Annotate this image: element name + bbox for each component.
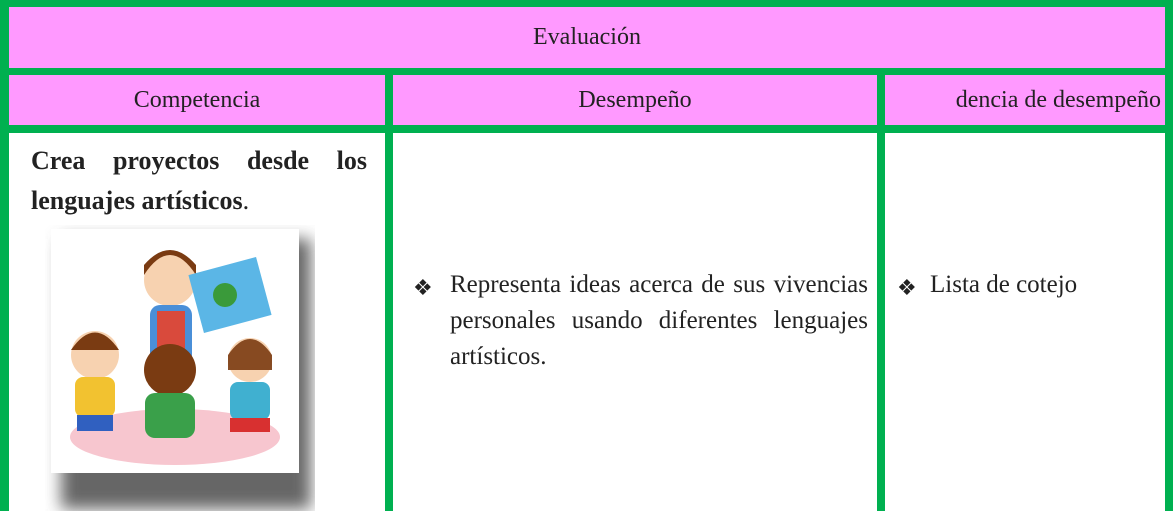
header-cell: dencia de desempeño [885, 75, 1165, 125]
bullet: ❖ [413, 275, 433, 300]
punctuation: . [242, 186, 250, 215]
header-cell: Desempeño [393, 75, 877, 125]
desempeno-cell: ❖ Representa ideas acerca de sus vivenci… [393, 133, 877, 511]
header: Competencia [133, 86, 261, 113]
evidencia-text: Lista de cotejo [930, 271, 1078, 298]
competencia: Crea proyectos desde los lenguajes artís… [31, 146, 367, 215]
title-cell: Evaluación [9, 7, 1165, 68]
header: Desempeño [578, 86, 692, 113]
title: Evaluación [533, 24, 641, 50]
bullet: ❖ [897, 275, 917, 300]
illustration [51, 229, 311, 509]
competencia-cell: Crea proyectos desde los lenguajes artís… [9, 133, 385, 511]
evidencia-cell: ❖ Lista de cotejo [885, 133, 1165, 511]
desempeno-text: Representa ideas acerca de sus vivencias… [450, 271, 868, 370]
competencia-text: Crea proyectos desde los lenguajes artís… [31, 141, 367, 221]
header-cell: Competencia [9, 75, 385, 125]
header: dencia de desempeño [955, 86, 1161, 113]
